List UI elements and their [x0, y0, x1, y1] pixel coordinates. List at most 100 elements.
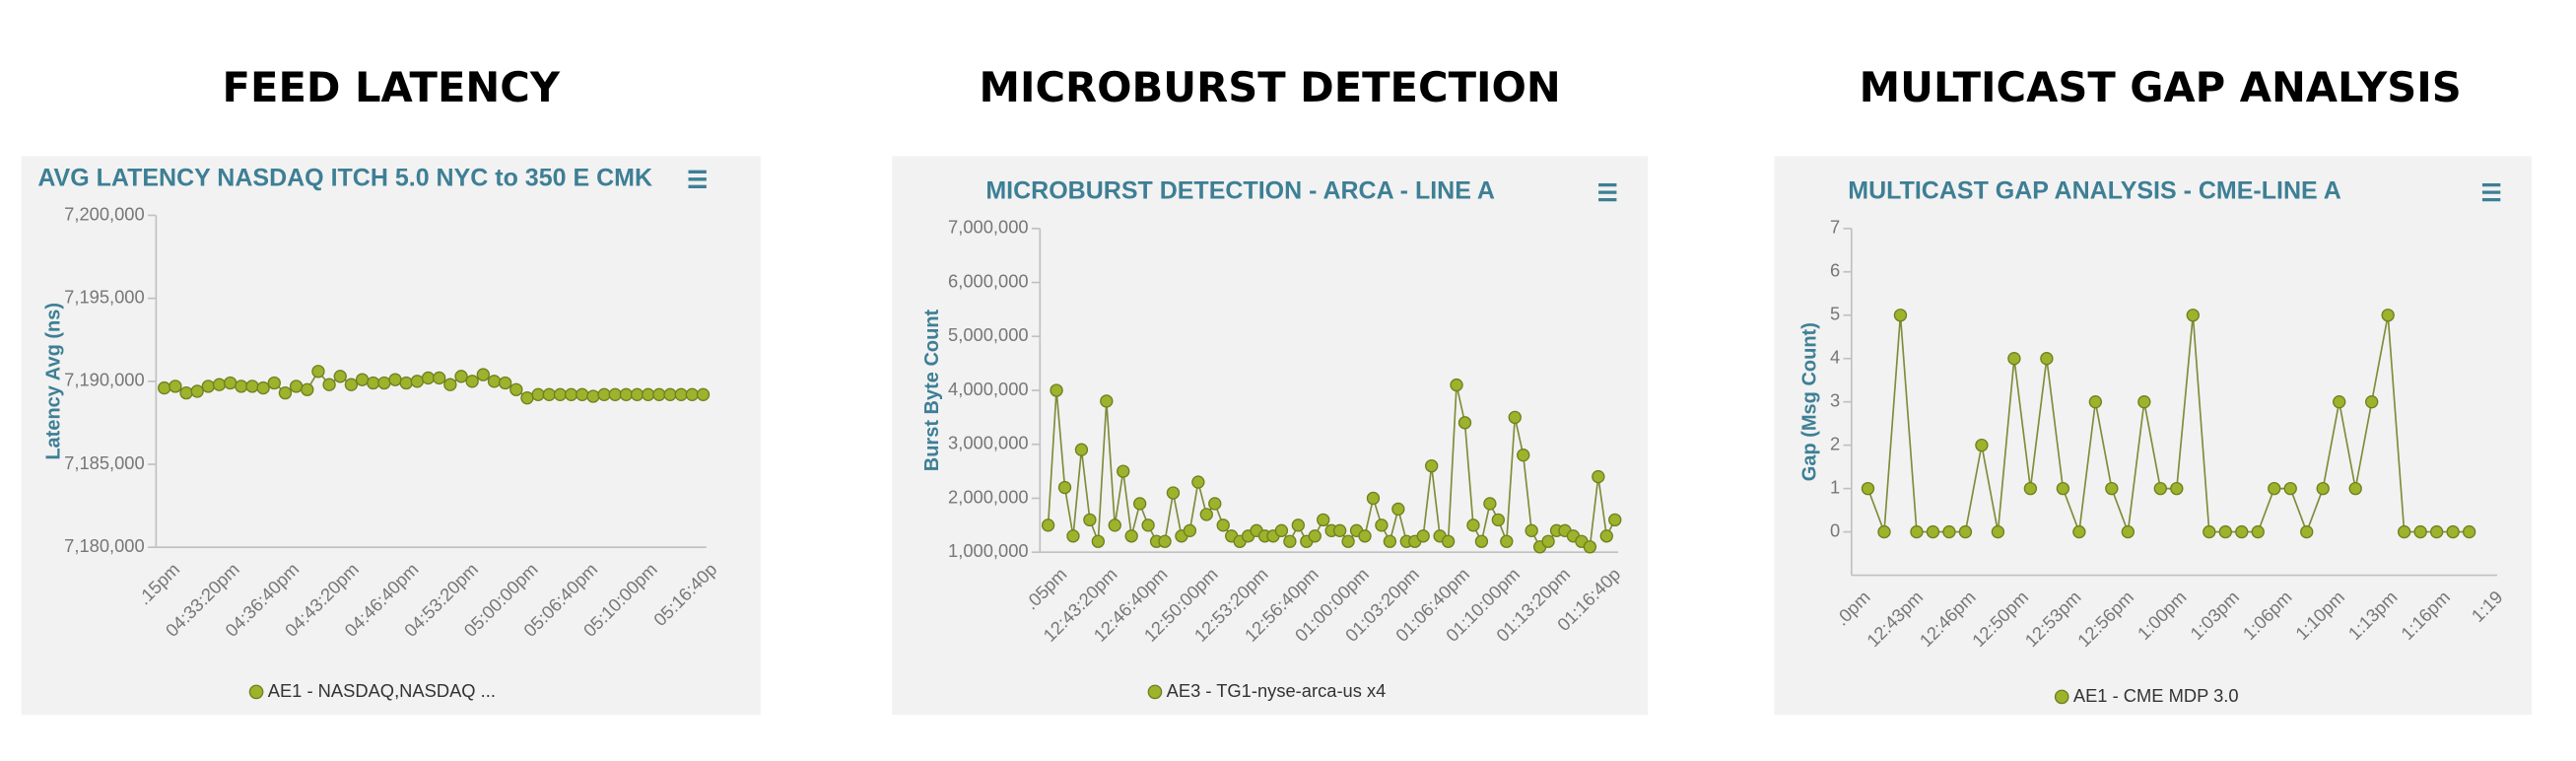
- legend-marker: [2054, 689, 2069, 705]
- data-point: [1199, 508, 1213, 521]
- y-tick-label: 6,000,000: [948, 270, 1029, 291]
- data-point: [333, 370, 347, 383]
- menu-icon[interactable]: [2481, 182, 2501, 202]
- menu-icon[interactable]: [688, 170, 707, 188]
- data-point: [1283, 534, 1297, 548]
- data-point: [1391, 502, 1405, 517]
- y-tick-label: 1,000,000: [948, 540, 1029, 561]
- data-point: [2088, 395, 2103, 409]
- y-tick-label: 7,195,000: [64, 286, 145, 307]
- data-point: [2398, 524, 2411, 539]
- panel: [892, 156, 1649, 716]
- data-point: [1592, 469, 1605, 484]
- y-tick-label: 7,000,000: [948, 217, 1029, 238]
- data-point: [2413, 524, 2427, 539]
- data-point: [465, 375, 479, 388]
- legend-label[interactable]: AE1 - CME MDP 3.0: [2073, 685, 2239, 706]
- data-point: [1958, 524, 1973, 539]
- data-point: [190, 384, 204, 398]
- data-point: [2462, 524, 2476, 539]
- y-axis-label: Gap (Msg Count): [1798, 322, 1820, 481]
- legend-marker: [1147, 684, 1163, 700]
- y-tick-label: 2,000,000: [948, 486, 1029, 507]
- y-tick-label: 2: [1830, 433, 1840, 453]
- data-point: [1877, 524, 1891, 539]
- data-point: [2251, 524, 2265, 539]
- panel: [21, 156, 761, 716]
- data-point: [1450, 378, 1463, 392]
- data-point: [1583, 540, 1597, 554]
- data-point: [201, 380, 216, 393]
- data-point: [1508, 410, 1522, 425]
- legend-label[interactable]: AE3 - TG1-nyse-arca-us x4: [1167, 680, 1387, 701]
- data-point: [1124, 529, 1138, 543]
- data-point: [1416, 529, 1430, 543]
- data-point: [278, 385, 293, 400]
- data-point: [487, 375, 502, 388]
- data-point: [2235, 524, 2249, 539]
- data-point: [1083, 513, 1097, 527]
- data-point: [1383, 534, 1397, 548]
- data-point: [2283, 481, 2297, 496]
- data-point: [685, 387, 700, 401]
- data-point: [1991, 524, 2005, 539]
- y-tick-label: 5: [1830, 304, 1840, 324]
- data-point: [2056, 481, 2070, 496]
- data-point: [433, 371, 446, 385]
- data-point: [399, 376, 413, 390]
- data-point: [2429, 524, 2444, 539]
- data-point: [1308, 529, 1322, 543]
- data-point: [1216, 519, 1230, 532]
- data-point: [1183, 523, 1197, 537]
- data-point: [2007, 352, 2021, 366]
- y-tick-label: 4,000,000: [948, 379, 1029, 399]
- data-point: [542, 387, 556, 401]
- data-point: [2203, 524, 2216, 539]
- data-point: [1291, 519, 1306, 532]
- data-point: [1425, 458, 1439, 473]
- data-point: [608, 387, 622, 401]
- data-point: [1166, 486, 1181, 500]
- section-heading: MULTICAST GAP ANALYSIS: [1860, 63, 2462, 111]
- data-point: [1117, 464, 1130, 478]
- data-point: [1491, 513, 1506, 527]
- data-point: [1466, 519, 1480, 532]
- data-point: [212, 378, 227, 391]
- data-point: [289, 380, 304, 393]
- data-point: [1066, 529, 1080, 543]
- data-point: [2072, 524, 2086, 539]
- chart-title: AVG LATENCY NASDAQ ITCH 5.0 NYC to 350 E…: [37, 164, 652, 191]
- data-point: [245, 380, 259, 393]
- data-point: [1910, 524, 1924, 539]
- data-point: [1926, 524, 1940, 539]
- data-point: [1208, 497, 1222, 511]
- data-point: [1100, 394, 1114, 408]
- data-point: [1057, 480, 1072, 495]
- data-point: [267, 376, 281, 390]
- data-point: [2121, 524, 2135, 539]
- data-point: [388, 373, 402, 386]
- data-point: [652, 387, 666, 401]
- data-point: [696, 387, 711, 401]
- data-point: [1358, 529, 1372, 543]
- y-tick-label: 7: [1830, 217, 1840, 238]
- legend-label[interactable]: AE1 - NASDAQ,NASDAQ ...: [268, 680, 496, 701]
- data-point: [1041, 519, 1055, 532]
- data-point: [256, 380, 270, 395]
- data-point: [2218, 524, 2232, 539]
- data-point: [1074, 443, 1089, 456]
- data-point: [2105, 481, 2119, 496]
- data-point: [2268, 481, 2281, 496]
- data-point: [454, 370, 468, 383]
- data-point: [1158, 534, 1172, 548]
- data-point: [179, 385, 193, 400]
- data-point: [663, 387, 677, 401]
- data-point: [597, 387, 611, 401]
- menu-icon[interactable]: [1598, 182, 1617, 202]
- data-point: [2040, 352, 2054, 366]
- data-point: [2170, 481, 2184, 496]
- data-point: [2316, 481, 2330, 496]
- data-point: [1861, 481, 1875, 496]
